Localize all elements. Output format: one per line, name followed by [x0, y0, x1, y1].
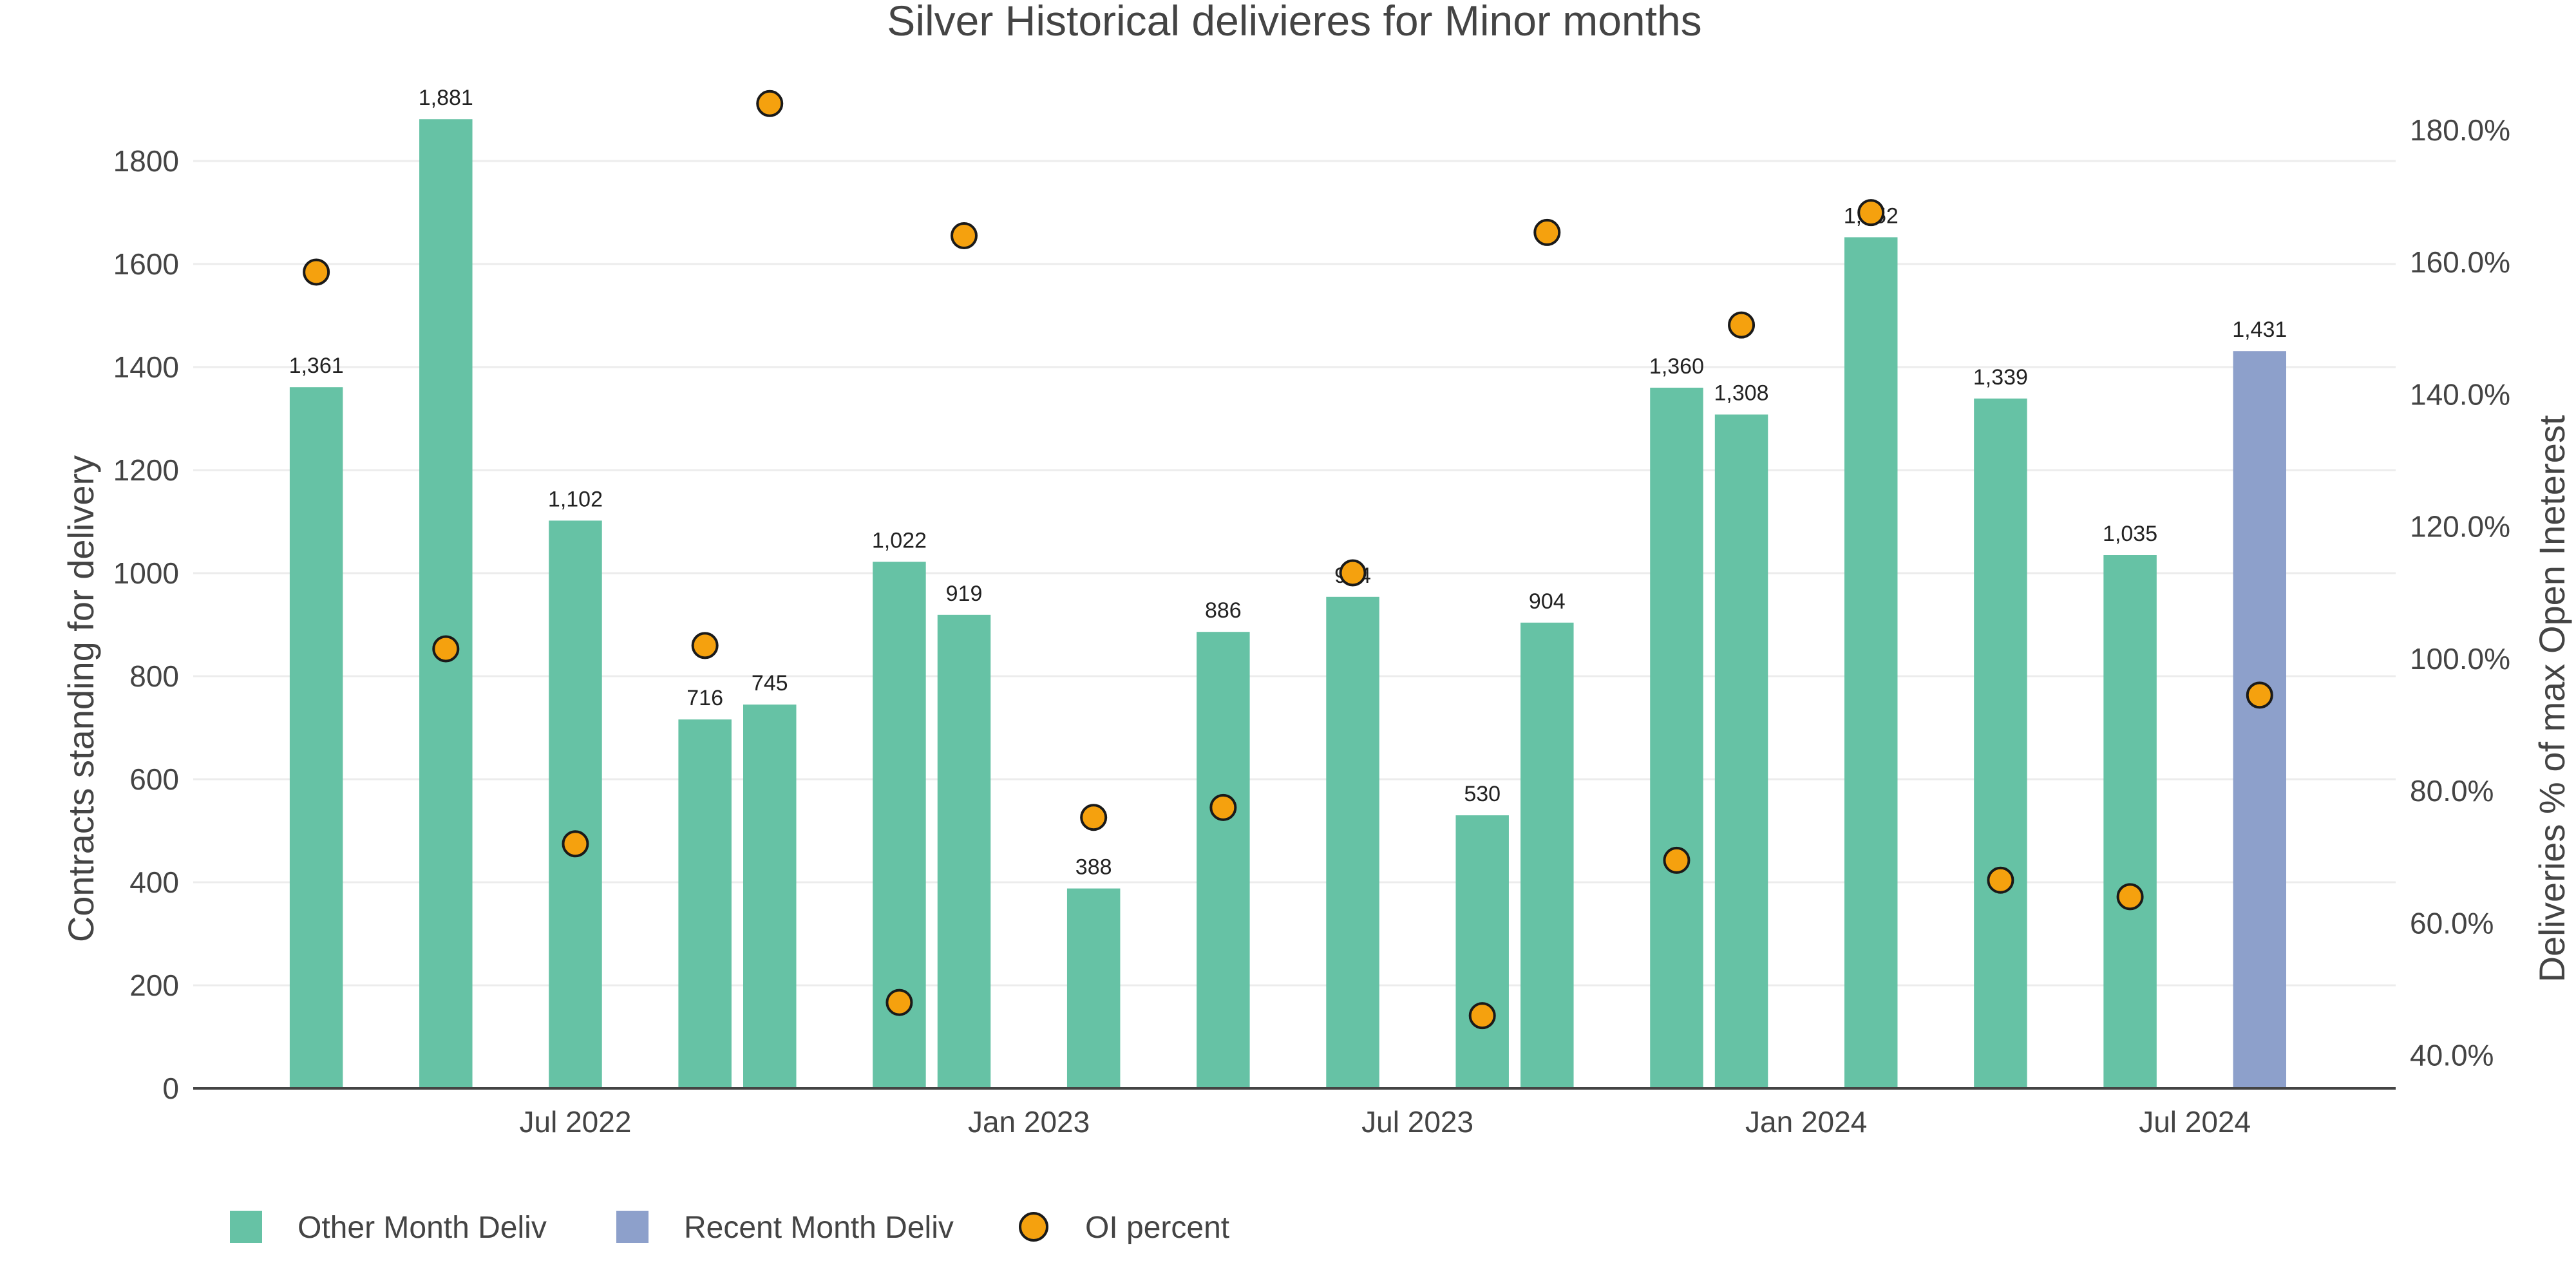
oi-percent-point: [951, 222, 978, 250]
oi-percent-point: [1209, 793, 1237, 821]
other-month-bar: [289, 387, 343, 1089]
other-month-bar: [419, 119, 473, 1089]
bar-value-label: 1,360: [1649, 354, 1704, 379]
oi-percent-point: [1857, 199, 1885, 227]
bar-value-label: 1,361: [289, 354, 344, 378]
other-month-bar: [549, 520, 602, 1088]
oi-percent-point: [432, 635, 460, 663]
other-month-bar: [1520, 622, 1574, 1088]
oi-percent-point: [1533, 218, 1561, 246]
y2-tick-label: 100.0%: [2410, 642, 2510, 676]
y-tick-label: 1000: [113, 556, 179, 590]
y2-tick-label: 120.0%: [2410, 510, 2510, 544]
other-month-bar: [1974, 398, 2027, 1088]
y-tick-label: 600: [129, 762, 179, 796]
bars: [289, 119, 2287, 1089]
y-tick-label: 1800: [113, 144, 179, 178]
y-axis-title: Contracts standing for delivery: [61, 455, 101, 942]
bar-value-label: 1,881: [419, 86, 473, 110]
other-month-bar: [1650, 388, 1703, 1088]
oi-percent-point: [1728, 311, 1756, 339]
y2-tick-label: 40.0%: [2410, 1039, 2494, 1072]
oi-percent-point: [562, 830, 589, 858]
bar-value-label: 919: [946, 582, 983, 606]
legend: Other Month Deliv Recent Month Deliv OI pe…: [230, 1211, 1229, 1245]
legend-swatch-other: [230, 1211, 262, 1243]
oi-percent-point: [1080, 804, 1108, 831]
bar-data-labels: 1,3611,8811,1027167451,02291938888695453…: [289, 86, 2287, 879]
other-month-bar: [2103, 555, 2157, 1088]
legend-swatch-recent: [616, 1211, 649, 1243]
x-tick-label: Jan 2024: [1745, 1105, 1867, 1139]
oi-percent-point: [1468, 1002, 1496, 1030]
other-month-bar: [937, 614, 991, 1088]
bar-value-label: 745: [752, 671, 788, 696]
bar-value-label: 1,339: [1973, 365, 2028, 390]
y-tick-label: 1600: [113, 247, 179, 281]
y2-tick-label: 140.0%: [2410, 377, 2510, 411]
other-month-bar: [1844, 237, 1898, 1088]
bar-value-label: 530: [1464, 782, 1501, 806]
legend-label-oi: OI percent: [1085, 1211, 1229, 1245]
oi-percent-point: [303, 258, 330, 286]
other-month-bar: [1197, 632, 1250, 1088]
y-tick-label: 0: [162, 1072, 179, 1105]
x-tick-label: Jul 2022: [520, 1105, 632, 1139]
oi-percent-point: [691, 632, 719, 659]
oi-percent-point: [886, 989, 913, 1016]
x-tick-label: Jul 2024: [2139, 1105, 2251, 1139]
y-tick-label: 200: [129, 969, 179, 1002]
oi-percent-point: [1987, 866, 2014, 894]
bar-value-label: 388: [1075, 855, 1112, 880]
legend-label-recent: Recent Month Deliv: [684, 1211, 954, 1245]
bar-value-label: 886: [1205, 598, 1242, 623]
axes: 0 200 400 600 800 1000 1200 1400 1600 1800 40.0% 60…: [113, 113, 2510, 1139]
y2-tick-label: 60.0%: [2410, 906, 2494, 940]
other-month-bar: [1714, 414, 1768, 1088]
x-tick-label: Jan 2023: [968, 1105, 1090, 1139]
other-month-bar: [1326, 596, 1379, 1088]
other-month-bar: [678, 719, 732, 1088]
legend-label-other: Other Month Deliv: [298, 1211, 547, 1245]
other-month-bar: [743, 705, 797, 1088]
y-tick-label: 1400: [113, 350, 179, 384]
chart-title: Silver Historical delivieres for Minor m…: [887, 0, 1701, 44]
oi-percent-point: [2116, 883, 2144, 911]
bar-value-label: 1,102: [548, 487, 603, 511]
y2-tick-label: 160.0%: [2410, 245, 2510, 279]
x-tick-label: Jul 2023: [1361, 1105, 1473, 1139]
other-month-bar: [1066, 888, 1121, 1088]
bar-value-label: 1,431: [2232, 317, 2287, 342]
oi-percent-points: [303, 90, 2273, 1030]
bar-value-label: 1,022: [872, 528, 927, 553]
oi-percent-point: [1663, 846, 1690, 874]
oi-percent-point: [1339, 559, 1367, 587]
other-month-bar: [1455, 815, 1509, 1088]
y2-tick-label: 80.0%: [2410, 774, 2494, 808]
bar-value-label: 1,308: [1714, 381, 1769, 406]
recent-month-bar: [2233, 351, 2287, 1089]
bar-value-label: 716: [687, 686, 723, 710]
oi-percent-point: [2246, 681, 2273, 709]
y2-tick-label: 180.0%: [2410, 113, 2510, 147]
y2-axis-title: Deliveries % of max Open Ineterest: [2532, 415, 2572, 982]
y-tick-label: 400: [129, 866, 179, 899]
legend-swatch-oi: [1019, 1212, 1048, 1242]
y-tick-label: 800: [129, 659, 179, 693]
y-tick-label: 1200: [113, 453, 179, 487]
bar-value-label: 904: [1529, 589, 1566, 614]
bar-value-label: 1,035: [2103, 522, 2157, 546]
gridlines: [193, 160, 2396, 987]
oi-percent-point: [756, 90, 784, 117]
